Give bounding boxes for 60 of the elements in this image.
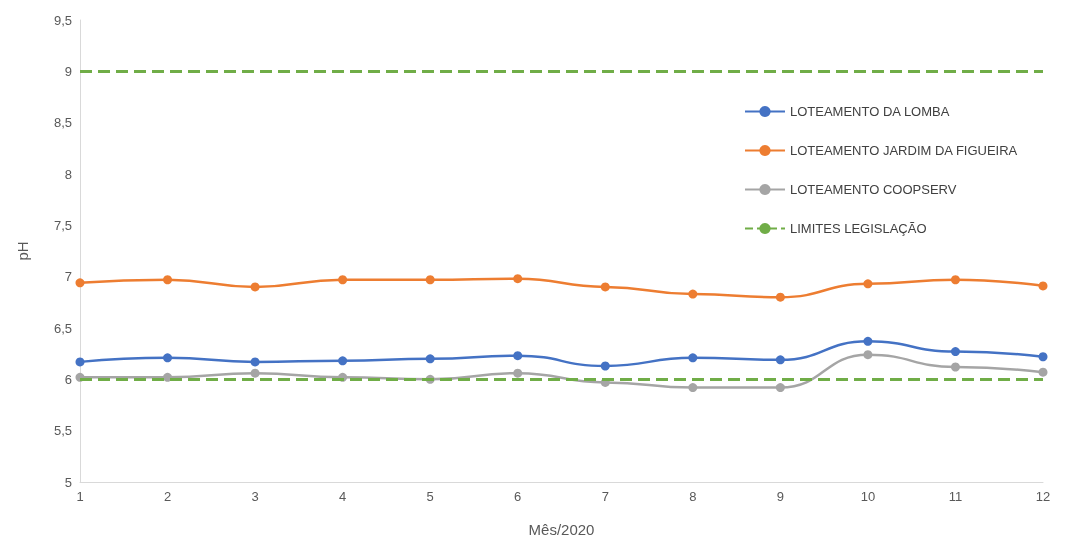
y-tick-label: 8,5 bbox=[53, 115, 72, 131]
y-tick-label: 8 bbox=[64, 166, 72, 182]
point bbox=[338, 356, 348, 366]
point bbox=[75, 357, 85, 367]
point bbox=[600, 361, 610, 371]
point bbox=[250, 368, 260, 378]
point bbox=[688, 353, 698, 363]
y-tick-label: 7,5 bbox=[53, 217, 72, 233]
x-tick-label: 10 bbox=[860, 489, 876, 504]
y-tick-label: 6 bbox=[64, 371, 72, 387]
x-tick-label: 8 bbox=[689, 489, 697, 504]
legend-label: LOTEAMENTO JARDIM DA FIGUEIRA bbox=[789, 143, 1018, 158]
x-tick-label: 7 bbox=[601, 489, 609, 504]
point bbox=[1038, 367, 1048, 377]
point bbox=[338, 275, 348, 285]
y-tick-label: 5,5 bbox=[53, 423, 72, 439]
point bbox=[775, 292, 785, 302]
point bbox=[600, 282, 610, 292]
point bbox=[163, 275, 173, 285]
point bbox=[775, 355, 785, 365]
legend-label: LIMITES LEGISLAÇÃO bbox=[789, 221, 927, 236]
point bbox=[950, 347, 960, 357]
x-axis-title: Mês/2020 bbox=[528, 521, 595, 538]
x-tick-label: 2 bbox=[163, 489, 172, 504]
point bbox=[250, 357, 260, 367]
point bbox=[1038, 281, 1048, 291]
point bbox=[425, 275, 435, 285]
x-tick-label: 6 bbox=[514, 489, 522, 504]
y-axis-title: pH bbox=[14, 241, 31, 261]
point bbox=[688, 383, 698, 393]
x-tick-label: 5 bbox=[426, 489, 434, 504]
y-tick-label: 9,5 bbox=[53, 12, 72, 28]
x-tick-label: 4 bbox=[339, 489, 347, 504]
point bbox=[688, 289, 698, 299]
point bbox=[1038, 352, 1048, 362]
legend-label: LOTEAMENTO COOPSERV bbox=[789, 182, 957, 197]
y-tick-label: 5 bbox=[64, 474, 72, 490]
x-tick-label: 11 bbox=[948, 489, 963, 504]
point bbox=[75, 278, 85, 288]
x-tick-label: 12 bbox=[1035, 489, 1051, 504]
point bbox=[513, 351, 523, 361]
y-tick-label: 9 bbox=[64, 63, 72, 79]
point bbox=[163, 372, 173, 382]
legend-label: LOTEAMENTO DA LOMBA bbox=[789, 104, 950, 119]
point bbox=[513, 274, 523, 284]
point bbox=[863, 336, 873, 346]
y-tick-label: 6,5 bbox=[53, 320, 72, 336]
point bbox=[950, 362, 960, 372]
point bbox=[775, 383, 785, 393]
x-tick-label: 3 bbox=[251, 489, 259, 504]
y-tick-label: 7 bbox=[64, 269, 72, 285]
point bbox=[425, 354, 435, 364]
x-tick-label: 9 bbox=[776, 489, 784, 504]
point bbox=[163, 353, 173, 363]
point bbox=[950, 275, 960, 285]
point bbox=[513, 368, 523, 378]
x-tick-label: 1 bbox=[76, 489, 84, 504]
point bbox=[250, 282, 260, 292]
point bbox=[863, 350, 873, 360]
point bbox=[863, 279, 873, 289]
